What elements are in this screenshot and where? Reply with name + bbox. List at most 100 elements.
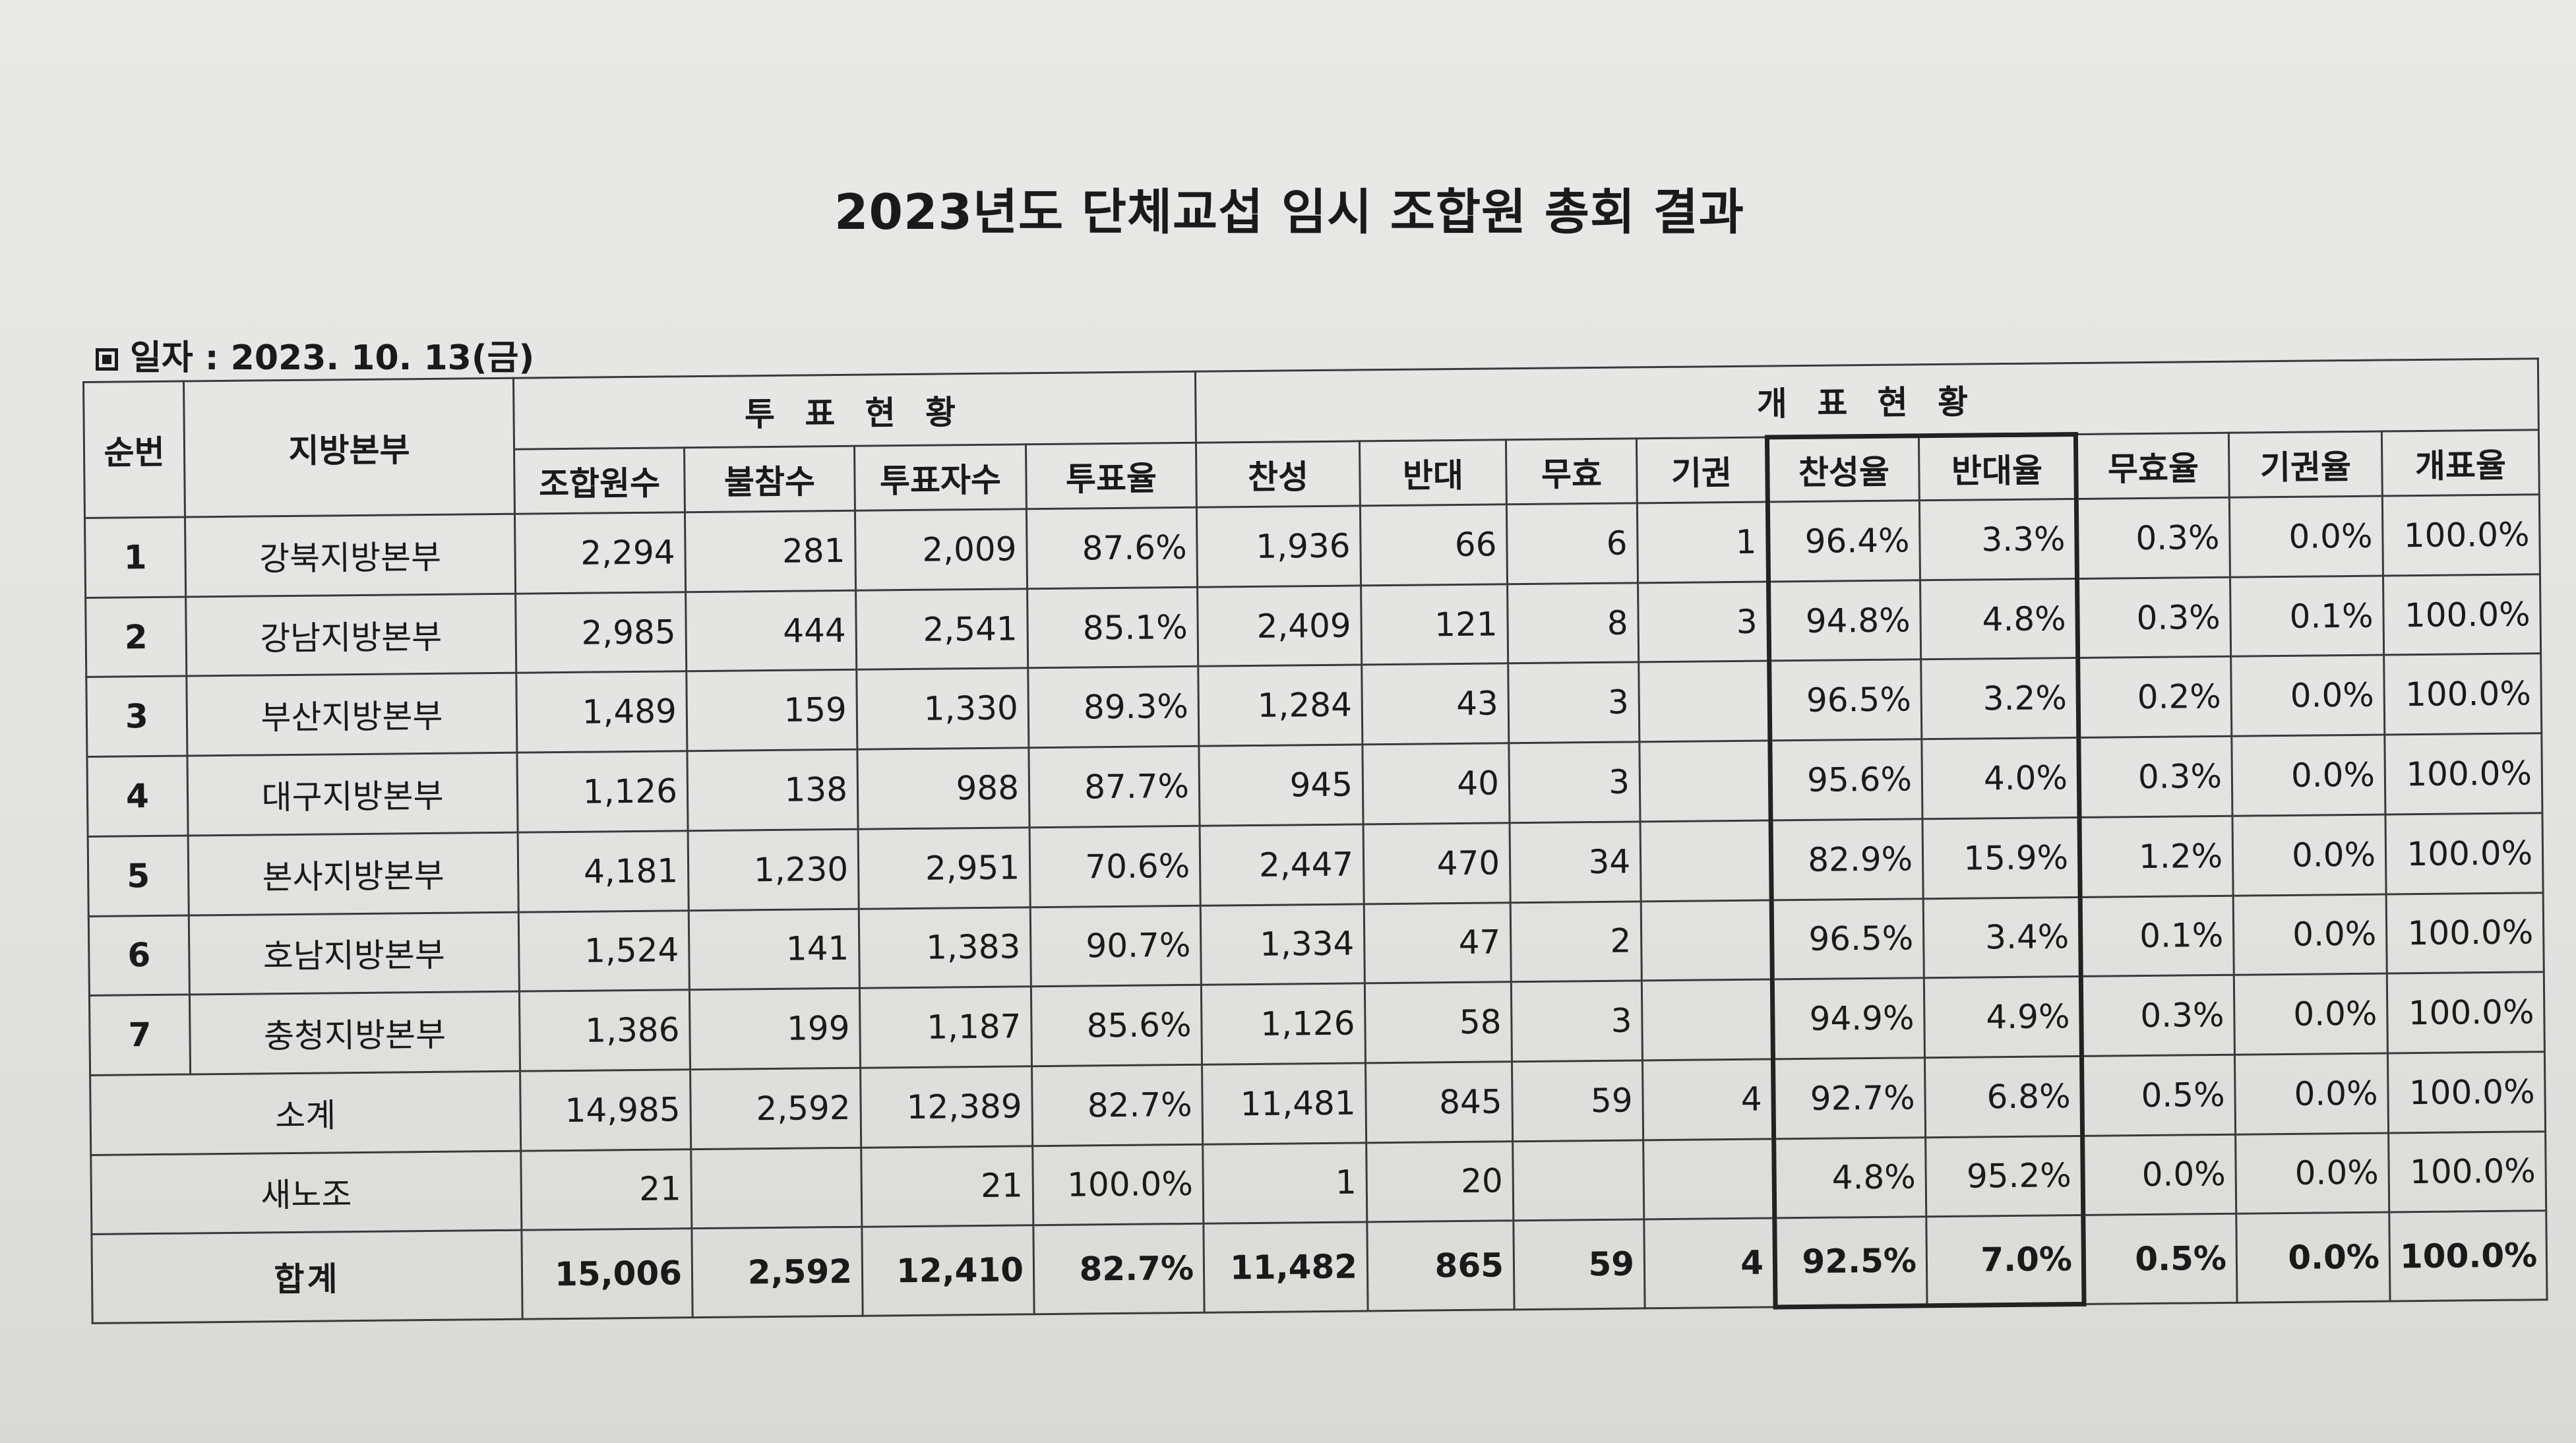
cell-abstain-rate: 0.0%: [2230, 655, 2385, 737]
cell-no-rate: 4.0%: [1921, 737, 2080, 819]
cell-yes-rate: 82.9%: [1771, 818, 1924, 900]
cell-absent: 141: [689, 908, 860, 990]
cell-invalid: 59: [1512, 1060, 1643, 1142]
cell-turnout: 82.7%: [1031, 1064, 1203, 1146]
cell-voters: 12,389: [860, 1066, 1033, 1148]
cell-voters: 1,383: [859, 907, 1031, 989]
cell-count-rate: 100.0%: [2383, 574, 2541, 656]
cell-members: 1,386: [519, 989, 690, 1072]
cell-index: 3: [86, 676, 187, 757]
cell-yes: 1,936: [1196, 505, 1361, 587]
cell-region: 호남지방본부: [189, 911, 520, 995]
cell-count-rate: 100.0%: [2386, 892, 2544, 974]
cell-no: 47: [1364, 902, 1512, 984]
cell-no-rate: 3.3%: [1919, 499, 2077, 580]
cell-abstain-rate: 0.0%: [2235, 1132, 2389, 1214]
cell-count-rate: 100.0%: [2389, 1211, 2548, 1301]
cell-invalid-rate: 0.5%: [2081, 1055, 2236, 1136]
cell-voters: 21: [861, 1146, 1033, 1227]
cell-no-rate: 3.2%: [1920, 658, 2079, 739]
cell-abstain: 4: [1643, 1218, 1776, 1308]
cell-count-rate: 100.0%: [2387, 971, 2545, 1053]
cell-yes: 1: [1202, 1142, 1367, 1224]
cell-abstain: [1641, 900, 1773, 981]
cell-abstain: [1641, 979, 1773, 1060]
cell-no-rate: 15.9%: [1922, 817, 2081, 899]
cell-yes-rate: 92.7%: [1773, 1057, 1926, 1139]
cell-yes-rate: 95.6%: [1769, 739, 1923, 820]
cell-index: 2: [85, 596, 187, 677]
cell-invalid: 3: [1511, 981, 1643, 1062]
cell-count-rate: 100.0%: [2383, 654, 2542, 735]
cell-yes-rate: 4.8%: [1773, 1137, 1926, 1219]
cell-invalid-rate: 0.2%: [2077, 656, 2232, 738]
cell-invalid: 2: [1510, 901, 1642, 982]
cell-absent: 2,592: [691, 1227, 863, 1318]
cell-members: 14,985: [520, 1069, 691, 1151]
cell-invalid: 59: [1513, 1219, 1645, 1310]
cell-no-rate: 4.9%: [1924, 976, 2082, 1058]
group-header-voting: 투 표 현 황: [513, 371, 1196, 450]
group-header-counting: 개 표 현 황: [1195, 358, 2539, 443]
cell-yes: 945: [1198, 745, 1364, 826]
cell-absent: 1,230: [688, 829, 859, 911]
cell-voters: 12,410: [861, 1225, 1035, 1316]
cell-abstain-rate: 0.0%: [2234, 1053, 2389, 1134]
cell-label: 합계: [91, 1230, 523, 1324]
cell-no: 20: [1366, 1141, 1514, 1223]
cell-abstain: [1640, 820, 1772, 902]
cell-region: 강남지방본부: [185, 593, 516, 677]
col-header-index: 순번: [83, 381, 185, 518]
cell-yes: 2,409: [1197, 585, 1362, 667]
cell-no-rate: 7.0%: [1926, 1215, 2085, 1306]
cell-no-rate: 6.8%: [1924, 1056, 2083, 1138]
cell-voters: 2,951: [858, 827, 1031, 909]
cell-yes-rate: 96.4%: [1767, 500, 1920, 582]
cell-invalid-rate: 0.3%: [2076, 497, 2230, 579]
cell-invalid-rate: 0.3%: [2081, 975, 2235, 1057]
cell-no: 845: [1365, 1061, 1513, 1143]
cell-turnout: 85.6%: [1031, 985, 1202, 1066]
result-table: 순번 지방본부 투 표 현 황 개 표 현 황 조합원수 불참수 투표자수 투표…: [82, 357, 2548, 1326]
cell-members: 2,294: [514, 512, 686, 594]
cell-invalid: 6: [1506, 503, 1638, 584]
cell-region: 대구지방본부: [187, 752, 518, 836]
cell-members: 15,006: [521, 1229, 693, 1320]
cell-absent: 281: [685, 510, 856, 592]
col-header-yes: 찬성: [1196, 441, 1361, 508]
col-header-abstain: 기권: [1636, 437, 1768, 503]
cell-invalid-rate: 0.0%: [2082, 1134, 2236, 1215]
cell-yes-rate: 96.5%: [1769, 660, 1922, 741]
col-header-no: 반대: [1359, 439, 1507, 506]
cell-absent: 138: [687, 749, 859, 831]
cell-abstain: [1639, 741, 1771, 822]
col-header-voters: 투표자수: [854, 444, 1027, 511]
cell-yes-rate: 94.9%: [1772, 977, 1925, 1059]
cell-no-rate: 3.4%: [1923, 896, 2081, 978]
date-line: 일자 : 2023. 10. 13(금): [96, 330, 534, 379]
cell-members: 2,985: [515, 592, 687, 673]
cell-turnout: 70.6%: [1029, 826, 1201, 907]
cell-voters: 2,541: [855, 588, 1028, 670]
cell-turnout: 85.1%: [1027, 586, 1198, 669]
square-bullet-icon: [96, 348, 118, 371]
cell-yes-rate: 94.8%: [1768, 580, 1921, 661]
date-text: 일자 : 2023. 10. 13(금): [130, 338, 535, 378]
cell-turnout: 82.7%: [1033, 1223, 1205, 1314]
cell-invalid: 34: [1510, 821, 1641, 903]
cell-index: 6: [88, 915, 190, 996]
cell-index: 4: [86, 756, 189, 837]
cell-invalid: 3: [1508, 662, 1640, 743]
col-header-abstain-rate: 기권율: [2228, 431, 2383, 498]
cell-abstain-rate: 0.0%: [2232, 814, 2387, 896]
cell-no: 865: [1366, 1221, 1515, 1311]
cell-voters: 1,187: [859, 986, 1032, 1068]
cell-abstain-rate: 0.0%: [2234, 973, 2388, 1055]
cell-abstain: 1: [1637, 501, 1769, 583]
cell-index: 7: [89, 995, 191, 1076]
cell-abstain-rate: 0.1%: [2230, 575, 2384, 657]
cell-index: 5: [88, 835, 189, 916]
cell-absent: 444: [685, 590, 857, 672]
cell-no-rate: 4.8%: [1920, 578, 2078, 660]
col-header-count-rate: 개표율: [2381, 429, 2540, 497]
